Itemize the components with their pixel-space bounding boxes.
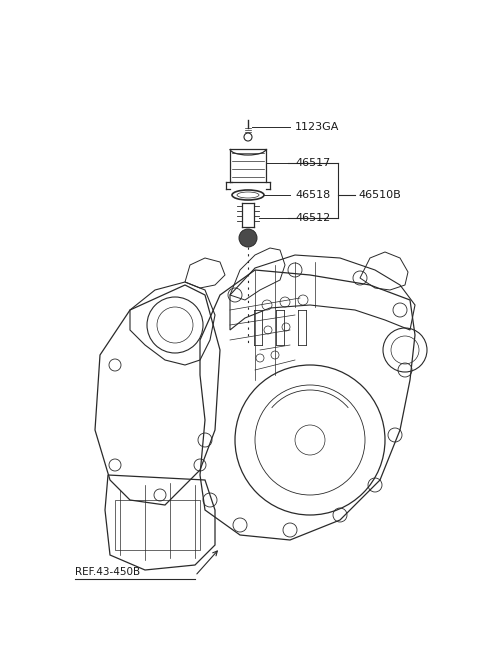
Text: 46518: 46518 [295, 190, 330, 200]
Text: 1123GA: 1123GA [295, 122, 339, 132]
Circle shape [239, 229, 257, 247]
Text: 46512: 46512 [295, 213, 330, 223]
Text: REF.43-450B: REF.43-450B [75, 567, 140, 577]
Text: 46510B: 46510B [358, 190, 401, 200]
Text: 46517: 46517 [295, 158, 330, 168]
